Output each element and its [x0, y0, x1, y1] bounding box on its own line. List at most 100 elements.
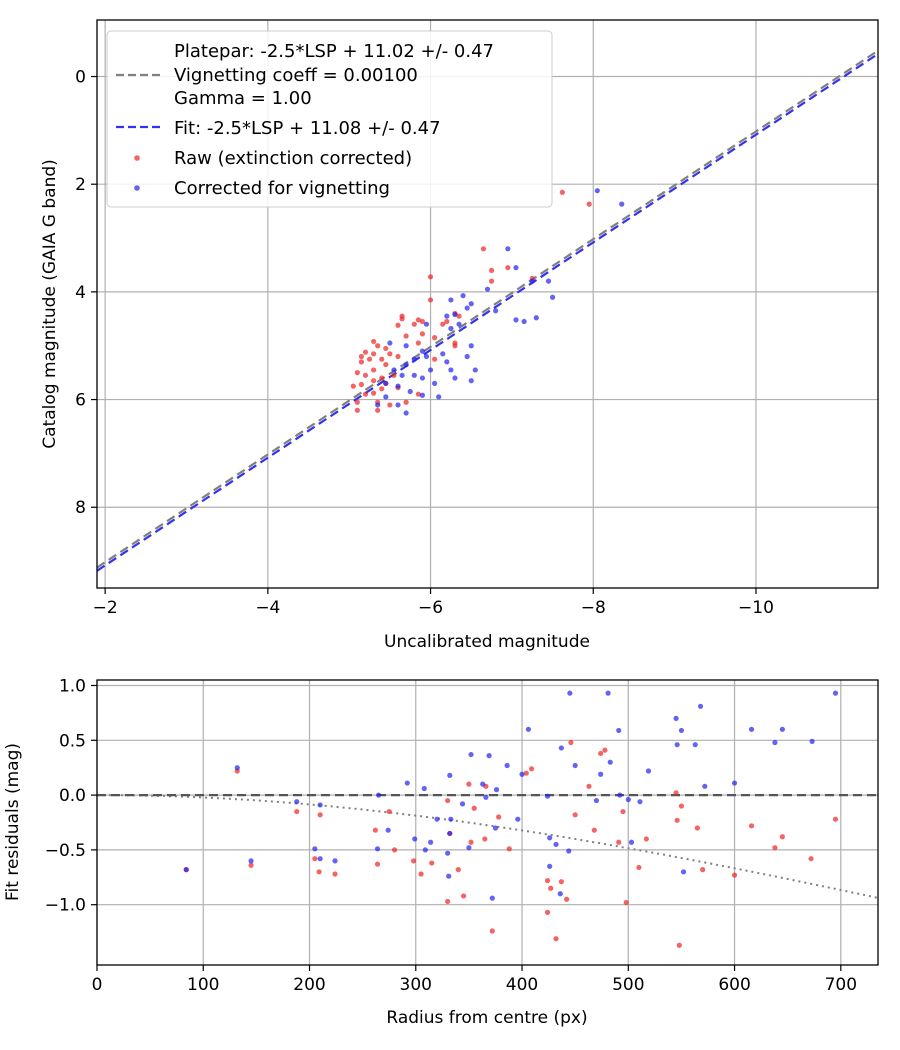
- raw-point: [488, 267, 495, 273]
- corrected-point: [832, 690, 839, 696]
- raw-point: [395, 322, 401, 328]
- corrected-point: [468, 378, 474, 384]
- raw-point: [544, 909, 551, 915]
- raw-point: [375, 343, 381, 349]
- legend-box: [106, 30, 553, 208]
- raw-point: [559, 189, 565, 195]
- calibration-legend: Platepar: -2.5*LSP + 11.02 +/- 0.47 Vign…: [106, 30, 553, 208]
- corrected-point: [545, 278, 552, 284]
- corrected-point: [472, 367, 478, 373]
- corrected-point: [493, 308, 499, 314]
- raw-point: [468, 839, 474, 845]
- corrected-point: [445, 850, 451, 856]
- corrected-point: [332, 858, 338, 864]
- corrected-point: [547, 835, 553, 841]
- raw-point: [312, 856, 318, 862]
- corrected-point: [483, 794, 489, 800]
- y-tick-label: 6: [75, 391, 86, 411]
- raw-point: [379, 375, 385, 381]
- raw-point: [371, 338, 377, 345]
- legend-label-gamma: Gamma = 1.00: [174, 88, 312, 109]
- residuals-x-axis-label: Radius from centre (px): [386, 1008, 587, 1028]
- raw-point: [403, 333, 409, 339]
- raw-point: [371, 351, 377, 357]
- corrected-point: [779, 726, 785, 732]
- x-tick-label: −8: [581, 598, 606, 618]
- corrected-point: [385, 827, 391, 833]
- raw-point: [808, 856, 814, 862]
- raw-point: [572, 812, 578, 818]
- corrected-point: [625, 796, 631, 803]
- corrected-point: [448, 367, 454, 373]
- corrected-point: [411, 356, 417, 362]
- corrected-point: [567, 690, 573, 696]
- raw-point: [383, 361, 389, 368]
- raw-point: [427, 297, 434, 303]
- calibration-y-axis-label: Catalog magnitude (GAIA G band): [40, 159, 60, 449]
- corrected-point: [448, 297, 454, 303]
- corrected-point: [697, 703, 704, 709]
- raw-point: [371, 378, 377, 384]
- x-tick-label: 400: [506, 975, 538, 995]
- residuals-x-ticks: 0 100 200 300 400 500 600 700: [92, 965, 857, 995]
- raw-point: [354, 407, 360, 413]
- raw-point: [673, 790, 679, 796]
- corrected-point: [809, 738, 815, 744]
- corrected-point: [387, 340, 393, 346]
- raw-point: [432, 356, 438, 362]
- corrected-point: [557, 891, 563, 897]
- raw-point: [415, 340, 421, 346]
- corrected-point: [673, 715, 679, 721]
- raw-point: [748, 823, 755, 829]
- x-tick-label: 600: [718, 975, 750, 995]
- raw-point: [505, 265, 511, 271]
- corrected-point: [448, 816, 454, 822]
- x-tick-label: 200: [293, 975, 325, 995]
- corrected-point: [464, 353, 470, 360]
- corrected-point: [460, 293, 466, 299]
- corrected-point: [383, 380, 389, 387]
- corrected-point: [566, 848, 572, 854]
- corrected-point: [619, 201, 625, 207]
- corrected-point: [403, 361, 409, 368]
- corrected-point: [423, 321, 430, 327]
- y-tick-label: 2: [75, 175, 86, 195]
- y-tick-label: 0: [75, 68, 86, 88]
- y-tick-label: 8: [75, 498, 86, 518]
- corrected-point: [513, 265, 519, 271]
- corrected-point: [395, 383, 401, 389]
- corrected-point: [572, 762, 578, 769]
- corrected-point: [444, 359, 450, 365]
- raw-point: [564, 896, 570, 902]
- raw-point: [317, 812, 323, 818]
- x-tick-label: 300: [400, 975, 432, 995]
- raw-point: [598, 750, 604, 757]
- raw-point: [676, 942, 682, 948]
- raw-point: [568, 739, 574, 746]
- calibration-points: [350, 188, 625, 416]
- raw-point: [415, 391, 421, 397]
- corrected-point: [617, 792, 623, 798]
- raw-point: [391, 847, 398, 853]
- raw-point: [455, 867, 461, 873]
- raw-point: [440, 321, 446, 327]
- corrected-point: [674, 742, 680, 748]
- raw-point: [362, 391, 369, 397]
- legend-label-raw: Raw (extinction corrected): [174, 148, 412, 169]
- raw-point: [427, 274, 434, 280]
- corrected-point: [427, 367, 434, 373]
- corrected-point: [412, 836, 418, 842]
- corrected-point: [294, 799, 300, 805]
- x-tick-label: −6: [418, 598, 443, 618]
- corrected-point: [317, 856, 323, 862]
- x-tick-label: −2: [93, 598, 118, 618]
- corrected-point: [419, 348, 426, 354]
- raw-point: [586, 201, 592, 207]
- corrected-point: [468, 301, 474, 307]
- corrected-point: [452, 375, 458, 381]
- corrected-point: [464, 305, 470, 311]
- raw-point: [694, 825, 700, 831]
- raw-point: [620, 808, 626, 815]
- raw-point: [553, 936, 559, 942]
- raw-point: [772, 845, 778, 851]
